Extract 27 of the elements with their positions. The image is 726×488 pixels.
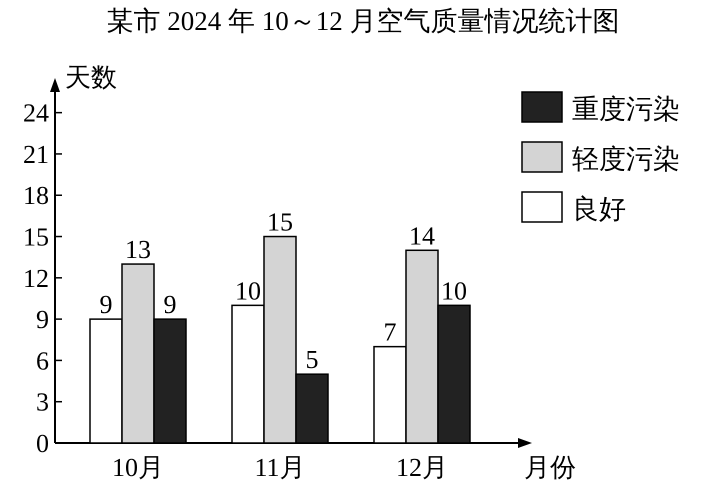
data-label: 10 bbox=[235, 276, 261, 306]
legend: 重度污染 bbox=[572, 94, 680, 124]
legend: 良好 bbox=[572, 194, 626, 224]
data-label: 9 bbox=[164, 290, 176, 320]
xtick: 12月 bbox=[396, 453, 448, 482]
ytick: 12 bbox=[23, 264, 49, 293]
ytick: 0 bbox=[36, 429, 49, 458]
data-label: 5 bbox=[306, 345, 318, 374]
ytick: 15 bbox=[23, 222, 49, 252]
xlabel: 月份 bbox=[524, 453, 576, 482]
xtick: 10月 bbox=[112, 453, 164, 482]
legend: 轻度污染 bbox=[572, 144, 680, 174]
data-label: 7 bbox=[384, 318, 396, 347]
data-label: 9 bbox=[100, 290, 112, 320]
ytick: 21 bbox=[23, 140, 49, 169]
ytick: 24 bbox=[23, 98, 49, 128]
data-label: 15 bbox=[267, 208, 293, 237]
title: 某市 2024 年 10～12 月空气质量情况统计图 bbox=[106, 6, 620, 36]
data-label: 10 bbox=[441, 276, 467, 306]
ylabel: 天数 bbox=[65, 63, 117, 92]
ytick: 6 bbox=[36, 346, 49, 376]
ytick: 18 bbox=[23, 181, 49, 210]
data-label: 13 bbox=[125, 235, 151, 264]
ytick: 9 bbox=[36, 305, 49, 334]
data-label: 14 bbox=[409, 221, 435, 250]
ytick: 3 bbox=[36, 388, 49, 417]
xtick: 11月 bbox=[254, 453, 306, 482]
